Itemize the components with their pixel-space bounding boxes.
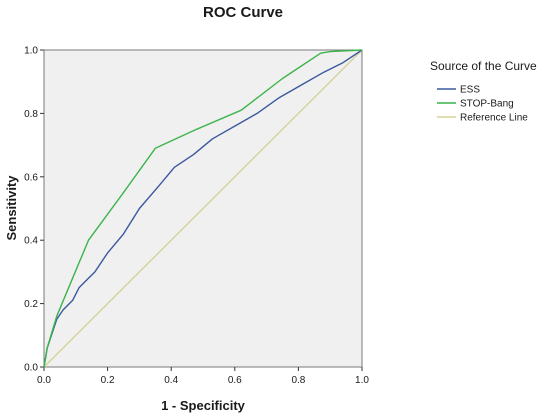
legend-title: Source of the Curve xyxy=(430,59,537,73)
x-tick-label: 0.2 xyxy=(101,375,115,386)
series-lines xyxy=(43,49,363,368)
x-axis-label: 1 - Specificity xyxy=(161,398,246,413)
series-line-ess xyxy=(43,49,363,368)
x-tick-label: 0.8 xyxy=(291,375,305,386)
legend: Source of the Curve ESS STOP-Bang Referenc… xyxy=(430,59,537,124)
y-axis-label: Sensitivity xyxy=(4,175,19,241)
legend-label: STOP-Bang xyxy=(460,99,514,110)
x-tick-label: 1.0 xyxy=(355,375,369,386)
x-tick-label: 0.0 xyxy=(37,375,51,386)
y-tick-label: 1.0 xyxy=(24,46,38,57)
y-tick-label: 0.8 xyxy=(24,109,38,120)
y-tick-label: 0.4 xyxy=(24,236,38,247)
legend-label: Reference Line xyxy=(460,113,528,124)
chart-title: ROC Curve xyxy=(203,4,283,21)
legend-label: ESS xyxy=(460,85,480,96)
x-tick-label: 0.6 xyxy=(228,375,242,386)
y-tick-label: 0.6 xyxy=(24,172,38,183)
y-tick-label: 0.2 xyxy=(24,299,38,310)
y-tick-label: 0.0 xyxy=(24,363,38,374)
series-line-stop-bang xyxy=(43,49,363,368)
x-tick-label: 0.4 xyxy=(164,375,178,386)
axis-ticks: 0.0 0.2 0.4 0.6 0.8 1.0 0.0 0.2 0.4 0.6 0.8 1.0 xyxy=(24,46,369,387)
series-line-reference-line xyxy=(43,49,363,368)
